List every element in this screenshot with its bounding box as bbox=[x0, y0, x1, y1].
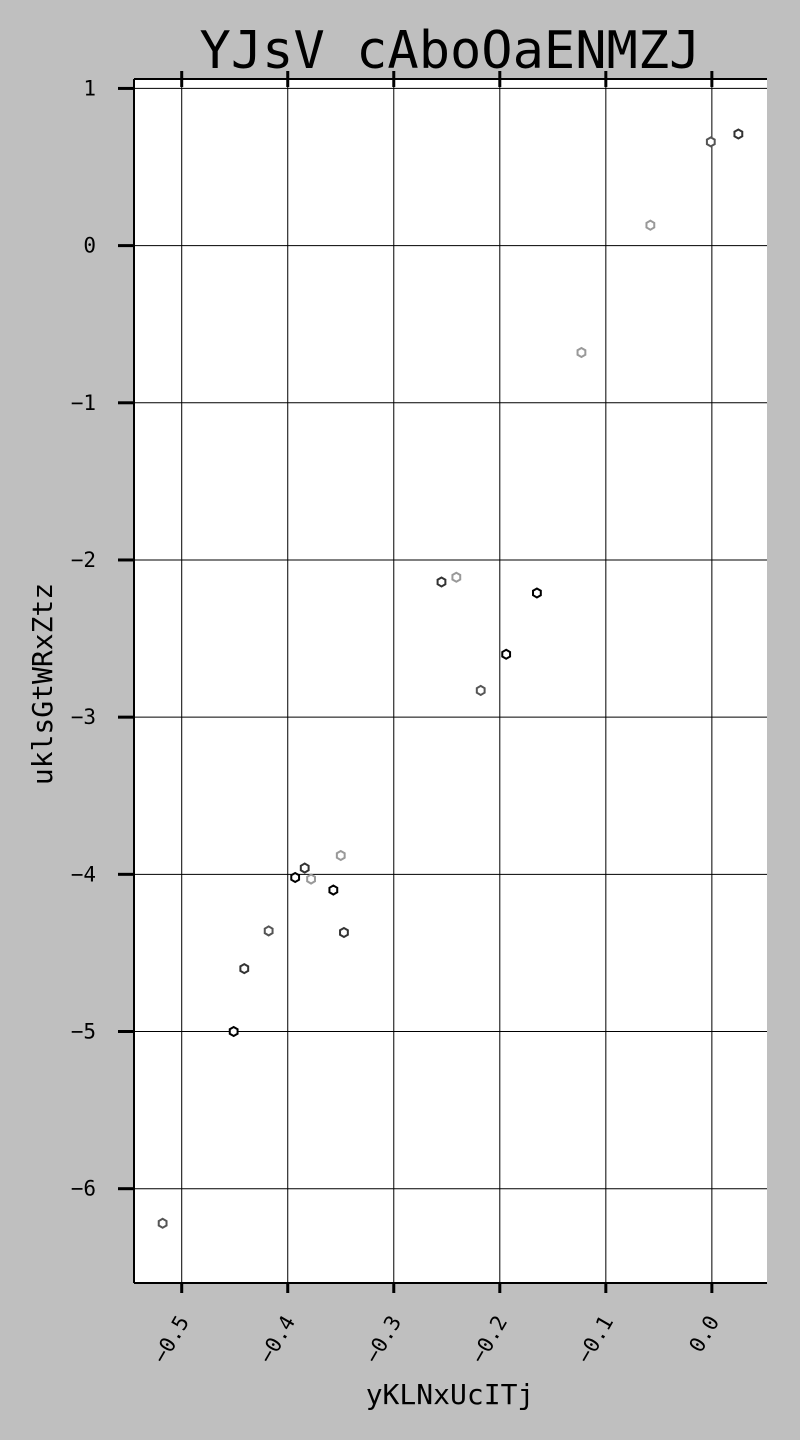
y-tick-label: −5 bbox=[71, 1020, 96, 1044]
y-tick-label: 0 bbox=[83, 234, 96, 258]
plot-frame bbox=[133, 78, 767, 1284]
x-tick-label: −0.4 bbox=[254, 1312, 300, 1368]
scatter-point bbox=[339, 926, 349, 939]
scatter-point bbox=[501, 648, 512, 660]
scatter-point bbox=[263, 925, 274, 937]
y-tick-label: −6 bbox=[71, 1177, 96, 1201]
y-axis-label: uklsGtWRxZtz bbox=[26, 583, 59, 785]
scatter-point bbox=[451, 571, 462, 583]
y-tick-label: 1 bbox=[83, 76, 96, 100]
x-tick-label: −0.3 bbox=[360, 1312, 406, 1368]
grid-lines bbox=[134, 79, 767, 1283]
y-tick-label: −1 bbox=[71, 391, 96, 415]
scatter-point bbox=[645, 219, 656, 231]
data-points bbox=[157, 128, 744, 1229]
scatter-point bbox=[705, 136, 716, 148]
y-tick-label: −4 bbox=[71, 862, 96, 886]
scatter-point bbox=[475, 684, 486, 697]
y-axis-ticks: 1 0 −1 −2 −3 −4 −5 −6 bbox=[71, 76, 134, 1201]
plot-area bbox=[134, 79, 767, 1283]
x-tick-label: −0.1 bbox=[572, 1312, 618, 1368]
y-tick-label: −3 bbox=[71, 705, 96, 729]
scatter-point bbox=[157, 1217, 168, 1229]
scatter-point bbox=[228, 1025, 239, 1038]
x-tick-label: −0.5 bbox=[148, 1312, 194, 1368]
chart-title: YJsV cAboOaENMZJ bbox=[200, 21, 701, 81]
scatter-point bbox=[299, 862, 310, 874]
scatter-point bbox=[436, 576, 447, 588]
scatter-point bbox=[576, 346, 587, 359]
scatter-point bbox=[733, 128, 744, 140]
x-tick-label: −0.2 bbox=[466, 1312, 512, 1368]
scatter-point bbox=[239, 962, 250, 975]
x-axis-label: yKLNxUcITj bbox=[366, 1378, 535, 1411]
scatter-point bbox=[532, 587, 542, 599]
scatter-point bbox=[335, 849, 346, 862]
scatter-point bbox=[306, 873, 316, 885]
scatter-point bbox=[328, 884, 339, 896]
scatter-point bbox=[290, 871, 301, 884]
x-tick-label: 0.0 bbox=[684, 1312, 724, 1357]
y-tick-label: −2 bbox=[71, 548, 96, 572]
